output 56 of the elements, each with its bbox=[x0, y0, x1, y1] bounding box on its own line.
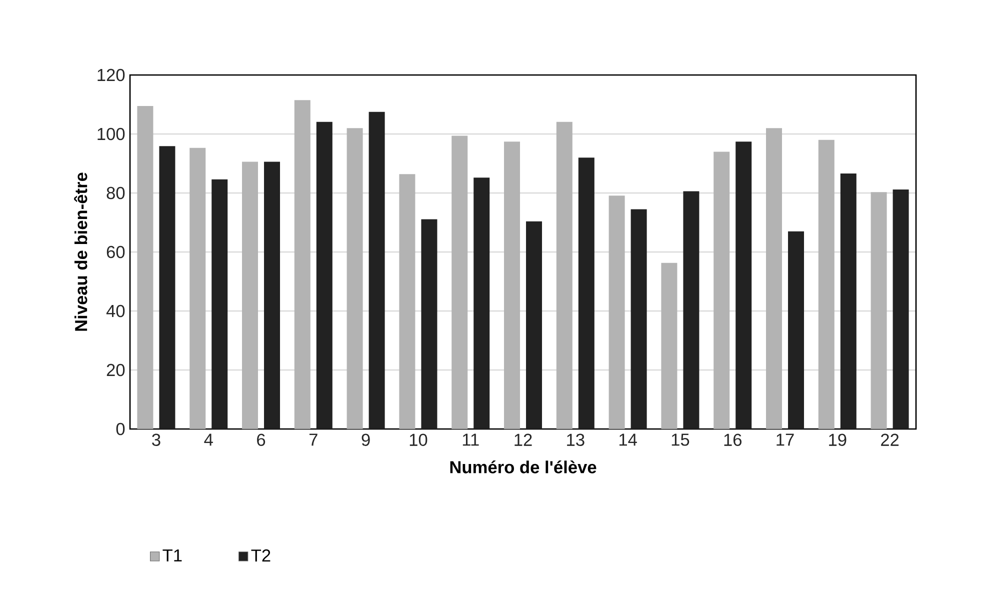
x-tick-label: 15 bbox=[672, 434, 690, 446]
x-tick-label: 12 bbox=[514, 434, 532, 446]
x-axis-title: Numéro de l'élève bbox=[450, 460, 596, 474]
bar bbox=[736, 142, 752, 429]
x-tick-label: 9 bbox=[362, 434, 370, 446]
y-tick-label: 100 bbox=[98, 128, 125, 140]
y-tick-label: 0 bbox=[116, 422, 125, 436]
bar bbox=[474, 178, 490, 429]
bar bbox=[840, 174, 856, 429]
bar bbox=[661, 262, 678, 429]
x-tick-label: 14 bbox=[619, 434, 637, 446]
bar bbox=[264, 162, 280, 429]
bar bbox=[870, 192, 887, 429]
bar bbox=[212, 179, 228, 429]
bar bbox=[399, 174, 416, 429]
y-axis-title: Niveau de bien-être bbox=[74, 172, 88, 331]
bar bbox=[159, 146, 176, 429]
bar bbox=[766, 128, 782, 429]
bar bbox=[892, 189, 909, 429]
bar bbox=[137, 106, 154, 429]
bar bbox=[578, 158, 594, 429]
y-tick-label: 20 bbox=[106, 364, 125, 376]
bar bbox=[294, 100, 310, 429]
bar bbox=[714, 152, 730, 429]
x-tick-label: 6 bbox=[257, 434, 266, 446]
bar bbox=[452, 136, 468, 429]
x-tick-label: 7 bbox=[309, 434, 318, 446]
x-tick-label: 10 bbox=[410, 434, 428, 446]
x-tick-label: 17 bbox=[776, 434, 794, 446]
bar bbox=[630, 209, 647, 429]
legend-label: T2 bbox=[251, 549, 270, 562]
bar bbox=[190, 148, 206, 429]
y-tick-label: 40 bbox=[106, 304, 125, 318]
x-tick-label: 22 bbox=[881, 434, 899, 446]
bar bbox=[818, 140, 834, 429]
bar bbox=[346, 128, 363, 429]
legend-label: T1 bbox=[162, 549, 182, 562]
bar bbox=[526, 221, 542, 429]
bar bbox=[316, 122, 332, 429]
bar bbox=[788, 231, 804, 429]
bar bbox=[556, 122, 572, 429]
bar bbox=[242, 162, 258, 429]
bar bbox=[683, 191, 700, 429]
x-tick-label: 13 bbox=[567, 434, 584, 446]
x-tick-label: 4 bbox=[204, 434, 213, 446]
x-tick-label: 16 bbox=[724, 434, 742, 446]
bar bbox=[608, 196, 625, 429]
bar bbox=[368, 112, 385, 429]
x-tick-label: 3 bbox=[152, 434, 160, 446]
x-tick-label: 19 bbox=[829, 434, 846, 446]
y-tick-label: 60 bbox=[106, 246, 125, 258]
y-tick-label: 120 bbox=[98, 68, 125, 82]
x-tick-label: 11 bbox=[462, 434, 479, 446]
y-tick-label: 80 bbox=[106, 186, 125, 200]
bar bbox=[421, 219, 438, 429]
bar bbox=[504, 142, 520, 429]
